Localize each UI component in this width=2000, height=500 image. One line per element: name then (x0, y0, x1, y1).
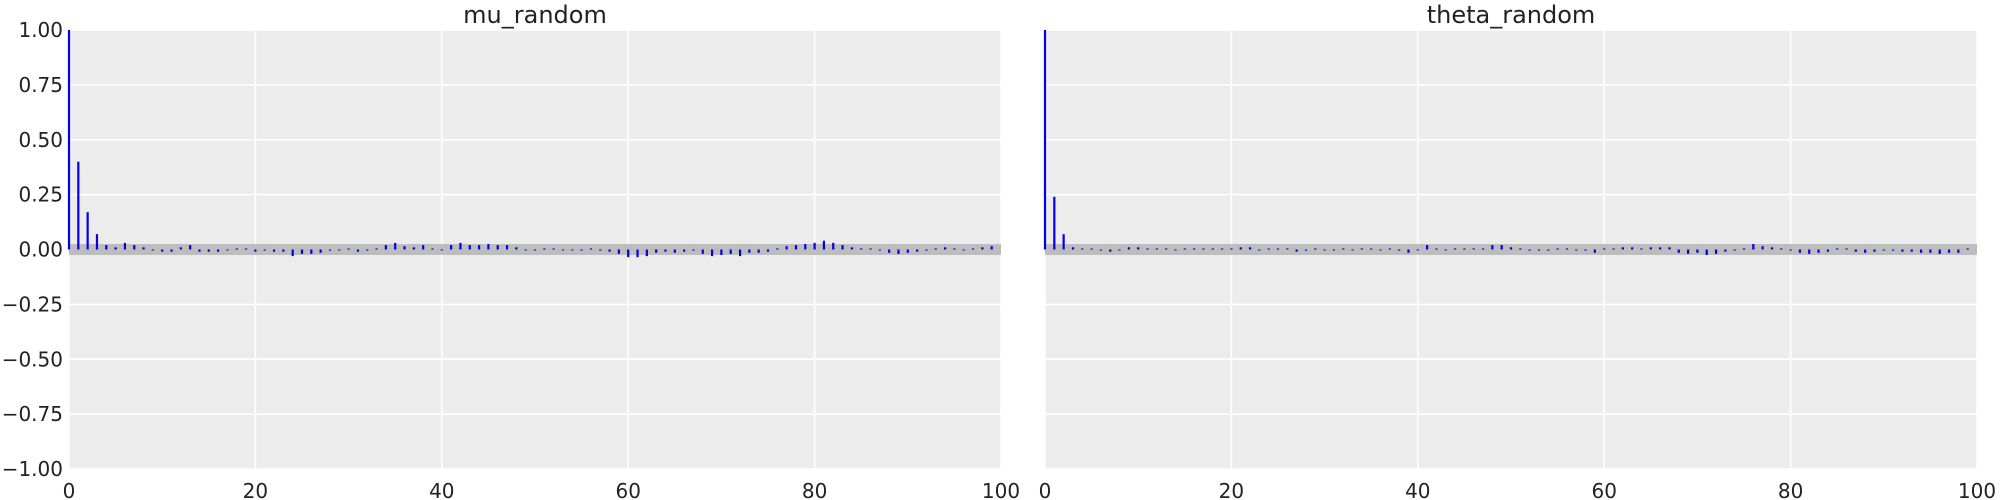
chart-title: mu_random (463, 1, 607, 29)
x-tick-label: 80 (1778, 479, 1803, 500)
y-tick-label: −0.75 (2, 402, 63, 426)
panel-theta-random: 0 20 40 60 80 100 theta_random (1039, 1, 1996, 500)
x-tick-label: 100 (1958, 479, 1996, 500)
x-tick-label: 60 (615, 479, 640, 500)
x-tick-label: 20 (243, 479, 268, 500)
x-tick-label: 0 (1039, 479, 1052, 500)
chart-title: theta_random (1427, 1, 1596, 29)
panel-mu-random: 0 20 40 60 80 100 1.00 0.75 0.50 0.25 0.00 −0.25 −0.… (2, 1, 1020, 500)
y-tick-label: −0.25 (2, 292, 63, 316)
x-tick-label: 100 (982, 479, 1020, 500)
x-tick-label: 60 (1591, 479, 1616, 500)
x-tick-label: 40 (429, 479, 454, 500)
y-tick-label: −1.00 (2, 457, 63, 481)
x-tick-label: 80 (802, 479, 827, 500)
x-tick-label: 20 (1219, 479, 1244, 500)
y-tick-label: 0.50 (18, 128, 63, 152)
y-tick-label: −0.50 (2, 347, 63, 371)
y-tick-label: 0.00 (18, 238, 63, 262)
y-tick-label: 0.75 (18, 73, 63, 97)
x-tick-label: 40 (1405, 479, 1430, 500)
y-tick-label: 1.00 (18, 18, 63, 42)
x-tick-label: 0 (63, 479, 76, 500)
y-tick-label: 0.25 (18, 183, 63, 207)
